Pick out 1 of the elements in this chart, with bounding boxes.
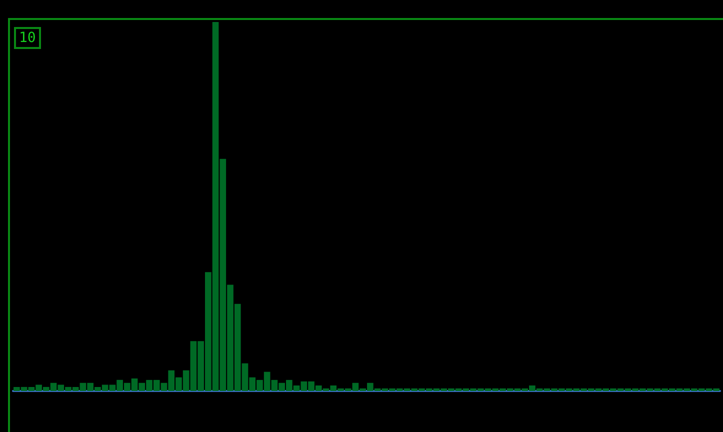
annotation: 10 [19, 30, 36, 46]
